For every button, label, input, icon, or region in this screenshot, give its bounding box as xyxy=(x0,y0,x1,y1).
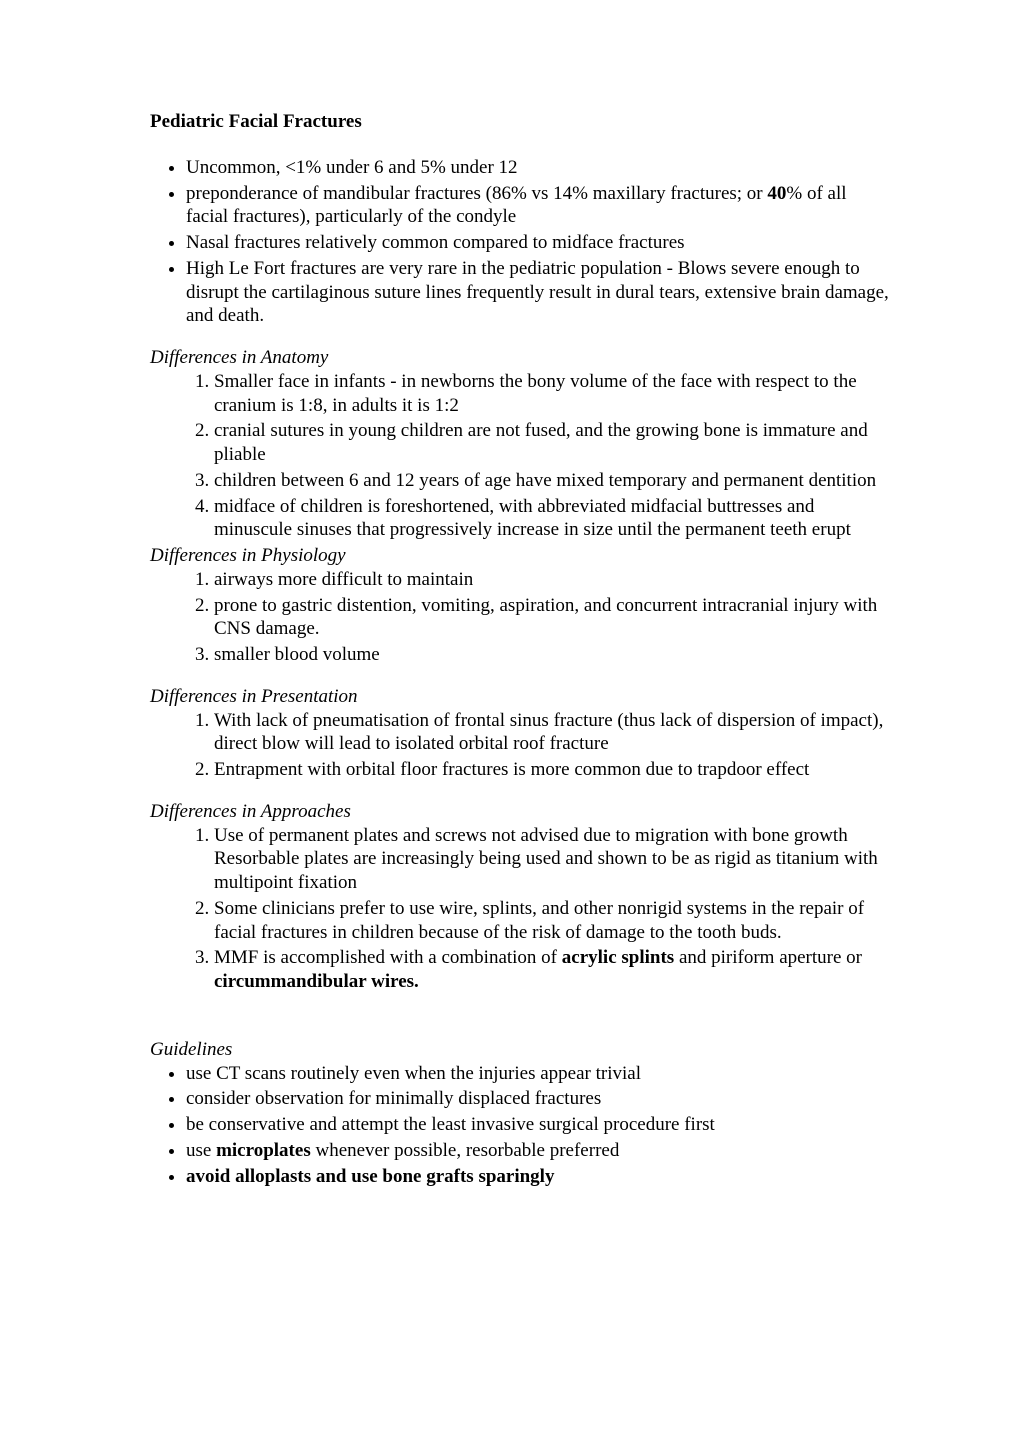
spacer xyxy=(150,1012,890,1034)
list-item: use CT scans routinely even when the inj… xyxy=(186,1062,890,1086)
list-item: cranial sutures in young children are no… xyxy=(214,419,890,467)
bold-text: avoid alloplasts and use bone grafts spa… xyxy=(186,1166,554,1187)
section-heading-anatomy: Differences in Anatomy xyxy=(150,346,890,370)
list-item: Entrapment with orbital floor fractures … xyxy=(214,758,890,782)
list-item: use microplates whenever possible, resor… xyxy=(186,1139,890,1163)
list-item: airways more difficult to maintain xyxy=(214,568,890,592)
section-heading-approaches: Differences in Approaches xyxy=(150,800,890,824)
text: High Le Fort fractures are very rare in … xyxy=(186,258,889,327)
bold-text: 40 xyxy=(767,183,786,204)
text: Nasal fractures relatively common compar… xyxy=(186,232,685,253)
text: Use of permanent plates and screws not a… xyxy=(214,825,848,846)
continuation-text: Resorbable plates are increasingly being… xyxy=(214,847,890,895)
list-item: be conservative and attempt the least in… xyxy=(186,1113,890,1137)
list-item: midface of children is foreshortened, wi… xyxy=(214,495,890,543)
section-heading-presentation: Differences in Presentation xyxy=(150,685,890,709)
text: be conservative and attempt the least in… xyxy=(186,1114,715,1135)
list-item: prone to gastric distention, vomiting, a… xyxy=(214,594,890,642)
list-item: consider observation for minimally displ… xyxy=(186,1087,890,1111)
list-item: MMF is accomplished with a combination o… xyxy=(214,946,890,994)
bold-text: microplates xyxy=(216,1140,311,1161)
list-item: Uncommon, <1% under 6 and 5% under 12 xyxy=(186,156,890,180)
document-page: Pediatric Facial Fractures Uncommon, <1%… xyxy=(0,0,1020,1443)
intro-list: Uncommon, <1% under 6 and 5% under 12 pr… xyxy=(150,156,890,328)
list-item: Smaller face in infants - in newborns th… xyxy=(214,370,890,418)
list-item: children between 6 and 12 years of age h… xyxy=(214,469,890,493)
bold-text: circummandibular wires. xyxy=(214,971,419,992)
list-item: With lack of pneumatisation of frontal s… xyxy=(214,709,890,757)
text: MMF is accomplished with a combination o… xyxy=(214,947,562,968)
page-title: Pediatric Facial Fractures xyxy=(150,110,890,134)
text: use xyxy=(186,1140,216,1161)
text: whenever possible, resorbable preferred xyxy=(311,1140,620,1161)
text: Some clinicians prefer to use wire, spli… xyxy=(214,898,864,943)
list-item: High Le Fort fractures are very rare in … xyxy=(186,257,890,328)
section-heading-guidelines: Guidelines xyxy=(150,1038,890,1062)
text: preponderance of mandibular fractures (8… xyxy=(186,183,767,204)
section-heading-physiology: Differences in Physiology xyxy=(150,544,890,568)
presentation-list: With lack of pneumatisation of frontal s… xyxy=(150,709,890,782)
approaches-list: Use of permanent plates and screws not a… xyxy=(150,824,890,994)
physiology-list: airways more difficult to maintain prone… xyxy=(150,568,890,667)
list-item: Some clinicians prefer to use wire, spli… xyxy=(214,897,890,945)
text: use CT scans routinely even when the inj… xyxy=(186,1063,641,1084)
list-item: Use of permanent plates and screws not a… xyxy=(214,824,890,895)
anatomy-list: Smaller face in infants - in newborns th… xyxy=(150,370,890,542)
list-item: preponderance of mandibular fractures (8… xyxy=(186,182,890,230)
text: consider observation for minimally displ… xyxy=(186,1088,601,1109)
list-item: Nasal fractures relatively common compar… xyxy=(186,231,890,255)
list-item: smaller blood volume xyxy=(214,643,890,667)
list-item: avoid alloplasts and use bone grafts spa… xyxy=(186,1165,890,1189)
bold-text: acrylic splints xyxy=(562,947,674,968)
guidelines-list: use CT scans routinely even when the inj… xyxy=(150,1062,890,1189)
text: and piriform aperture or xyxy=(674,947,862,968)
text: Uncommon, <1% under 6 and 5% under 12 xyxy=(186,157,518,178)
